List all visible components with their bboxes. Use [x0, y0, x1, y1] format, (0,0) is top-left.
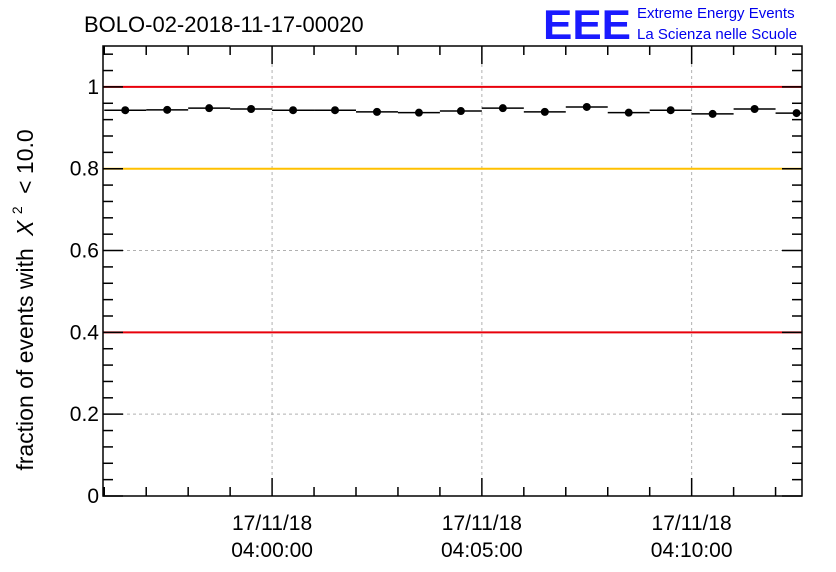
y-axis-title-main: fraction of events with — [12, 248, 38, 470]
chart-title: BOLO-02-2018-11-17-00020 — [84, 12, 364, 37]
y-axis-title-sup: 2 — [9, 206, 25, 214]
data-point-8 — [456, 107, 465, 116]
y-tick-label-5: 1 — [87, 76, 99, 99]
eee-logo: EEE Extreme Energy Events La Scienza nel… — [543, 1, 797, 48]
x-tick-label-date-2: 17/11/18 — [652, 512, 732, 535]
y-axis-title-text: fraction of events with X 2 < 10.0 — [1, 129, 38, 470]
y-tick-label-3: 0.6 — [70, 240, 99, 263]
y-tick-label-4: 0.8 — [70, 158, 99, 181]
data-point-13 — [666, 106, 675, 115]
data-point-0 — [121, 106, 130, 115]
axes — [102, 45, 803, 497]
logo-mark: EEE — [543, 1, 631, 48]
x-tick-label-time-1: 04:05:00 — [441, 539, 523, 562]
data-point-4 — [289, 106, 298, 115]
data-point-6 — [372, 107, 381, 116]
x-tick-label-date-1: 17/11/18 — [442, 512, 522, 535]
y-axis-title: fraction of events with X 2 < 10.0 — [1, 129, 38, 470]
x-tick-label-date-0: 17/11/18 — [232, 512, 312, 535]
y-tick-label-1: 0.2 — [70, 403, 99, 426]
plot-frame — [102, 45, 803, 497]
data-point-2 — [205, 104, 214, 113]
data-point-12 — [624, 108, 633, 117]
logo-line-1: Extreme Energy Events — [637, 5, 795, 22]
y-tick-label-0: 0 — [87, 485, 99, 508]
data-point-15 — [750, 105, 759, 113]
data-point-1 — [163, 105, 172, 114]
axis-labels: 0 0.2 0.4 0.6 0.8 1 17/11/18 04:00:00 17/11/18 04… — [70, 76, 733, 562]
data-point-11 — [582, 102, 591, 111]
data-point-10 — [540, 107, 549, 116]
data-point-14 — [708, 109, 717, 118]
data-point-9 — [498, 104, 507, 113]
x-tick-label-time-2: 04:10:00 — [651, 539, 733, 562]
y-axis-title-tail: < 10.0 — [12, 129, 38, 194]
x-tick-label-time-0: 04:00:00 — [231, 539, 313, 562]
y-axis-title-chi: X — [12, 219, 38, 237]
y-tick-label-2: 0.4 — [70, 321, 100, 344]
data-point-7 — [414, 108, 423, 117]
data-point-16 — [792, 109, 801, 118]
logo-line-2: La Scienza nelle Scuole — [637, 26, 797, 43]
data-series — [104, 102, 802, 118]
data-point-3 — [247, 105, 256, 113]
reference-lines — [103, 85, 802, 334]
data-point-5 — [331, 106, 340, 115]
